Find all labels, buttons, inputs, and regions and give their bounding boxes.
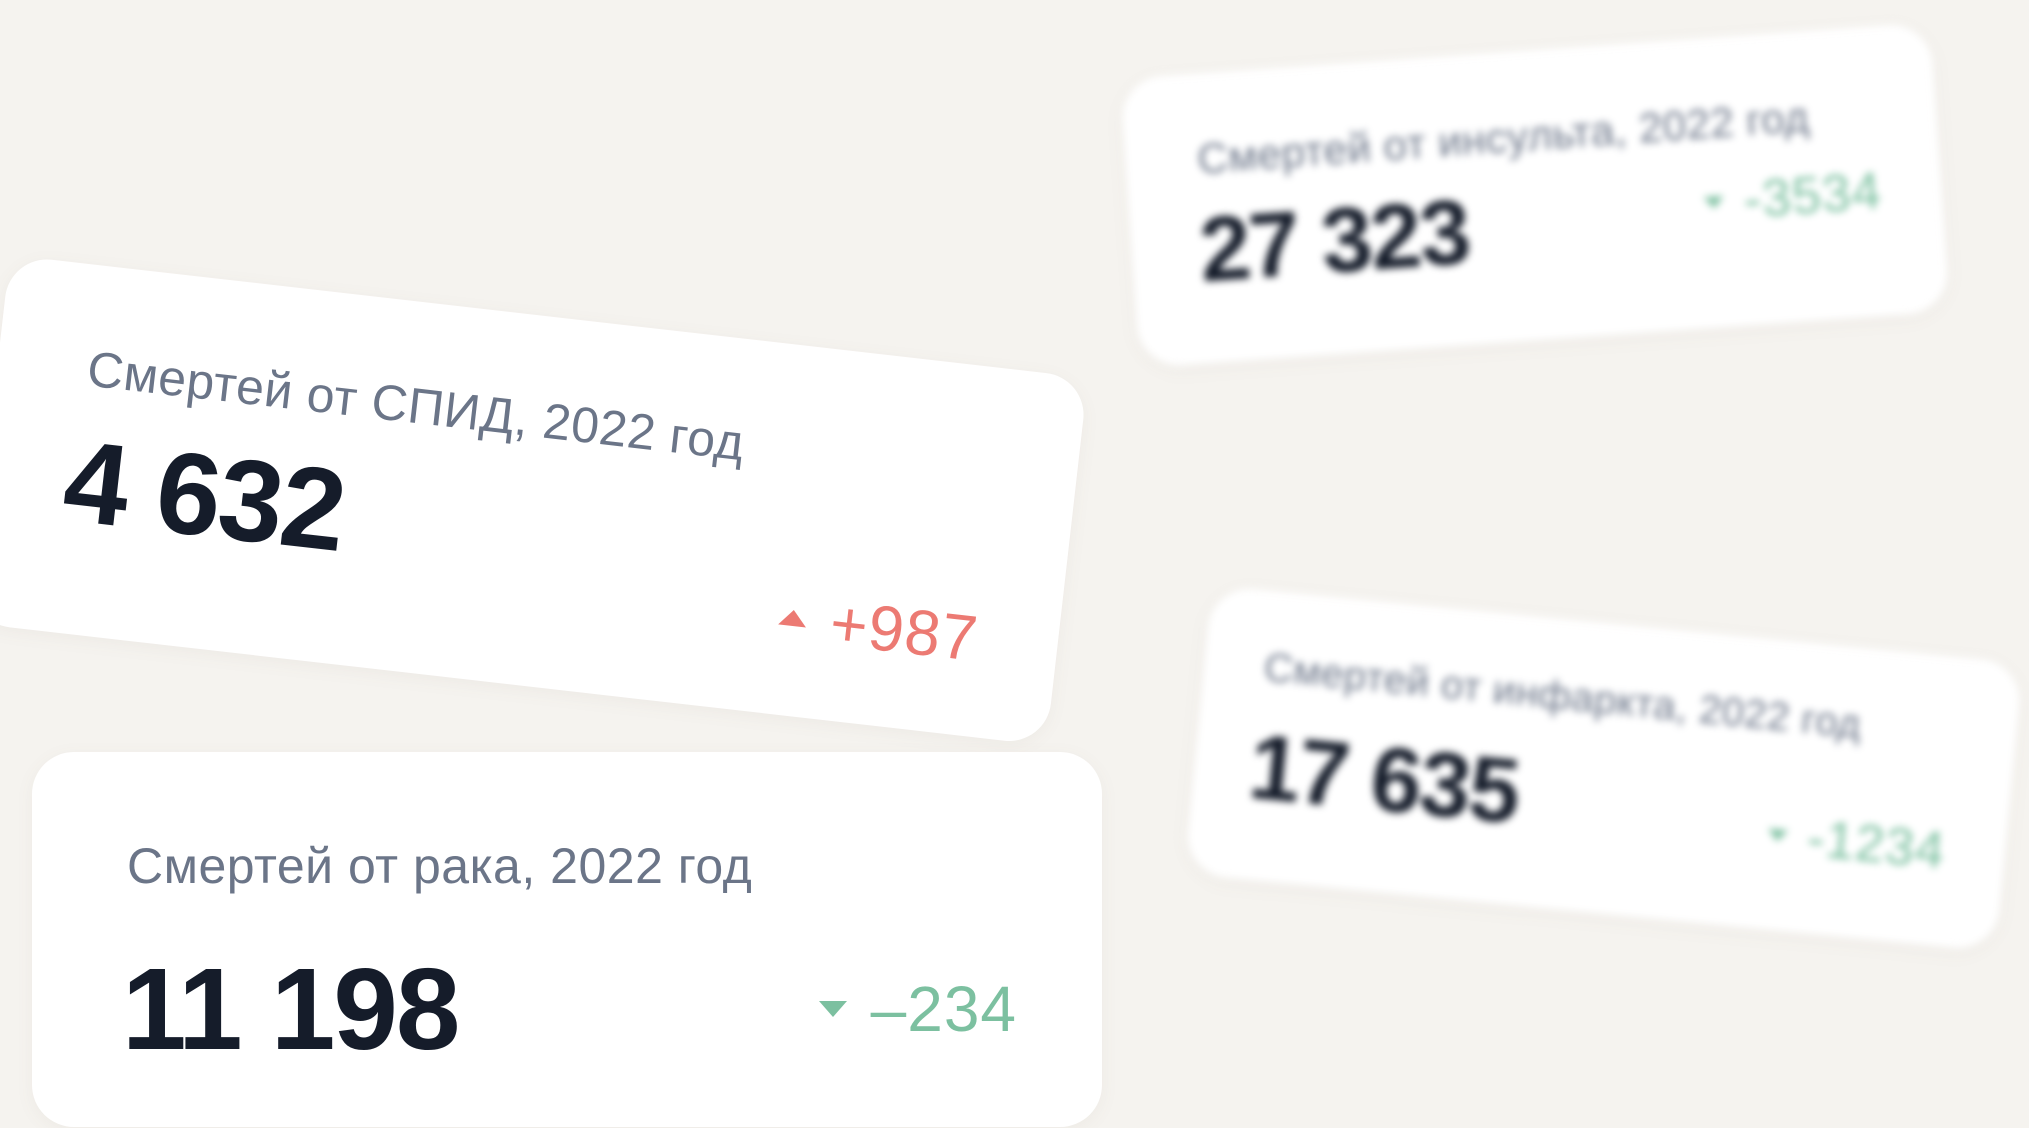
stat-card-title: Смертей от рака, 2022 год: [127, 838, 753, 894]
triangle-up-icon: [777, 608, 808, 628]
stat-card-value: 27 323: [1196, 180, 1473, 302]
stat-card-delta: +987: [775, 580, 982, 676]
stat-card-value: 4 632: [57, 415, 351, 576]
triangle-down-icon: [1767, 828, 1789, 843]
stat-card-cancer: Смертей от рака, 2022 год 11 198 –234: [32, 752, 1102, 1127]
stat-card-delta-value: –234: [870, 973, 1017, 1045]
stat-card-infarction: Смертей от инфаркта, 2022 год 17 635 -12…: [1184, 585, 2024, 952]
stat-card-stroke: Смертей от инсульта, 2022 год 27 323 -35…: [1119, 22, 1951, 368]
stat-card-value: 17 635: [1244, 715, 1523, 844]
triangle-down-icon: [1703, 195, 1725, 210]
stat-card-delta: -1234: [1765, 805, 1948, 882]
stat-card-value: 11 198: [122, 944, 460, 1074]
triangle-down-icon: [818, 1001, 847, 1017]
stat-card-delta: -3534: [1702, 161, 1884, 233]
stat-card-delta-value: +987: [826, 586, 982, 675]
stat-card-aids: Смертей от СПИД, 2022 год 4 632 +987: [0, 255, 1089, 746]
stat-card-delta-value: -1234: [1804, 809, 1948, 881]
stat-card-delta: –234: [818, 972, 1017, 1046]
stat-card-delta-value: -3534: [1741, 161, 1884, 230]
stat-card-title: Смертей от инсульта, 2022 год: [1195, 92, 1811, 183]
